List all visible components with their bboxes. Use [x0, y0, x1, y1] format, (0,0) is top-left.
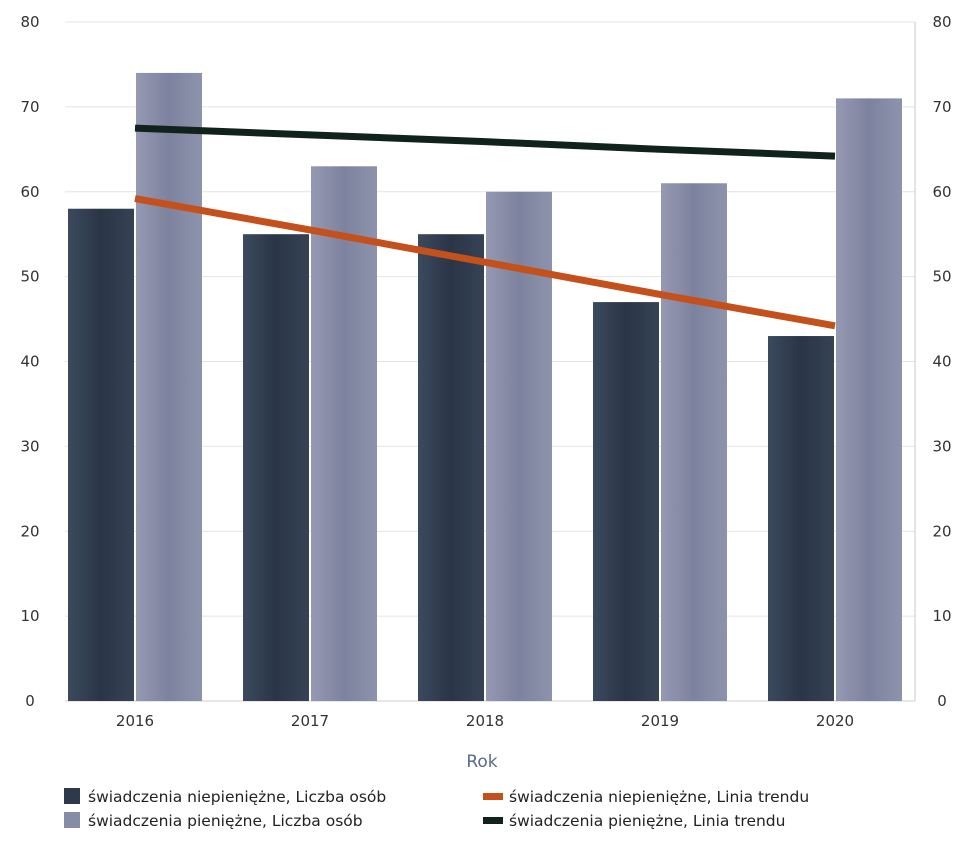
- bar-niepieniezne-2018: [418, 234, 484, 701]
- bar-pieniezne-2016: [136, 72, 202, 702]
- legend-item: świadczenia niepieniężne, Liczba osób: [64, 788, 386, 806]
- legend: świadczenia niepieniężne, Liczba osób świ…: [64, 788, 809, 830]
- bar-niepieniezne-2019: [593, 302, 659, 701]
- legend-label: świadczenia niepieniężne, Linia trendu: [509, 788, 809, 806]
- bar-pieniezne-2020: [836, 98, 902, 701]
- y-tick-label-left: 80: [20, 13, 39, 31]
- legend-swatch: [483, 817, 503, 824]
- legend-swatch: [483, 793, 503, 800]
- y-tick-label-right: 0: [937, 692, 947, 710]
- y-tick-label-left: 30: [20, 437, 39, 455]
- bar-niepieniezne-2016: [68, 208, 134, 701]
- y-tick-label-left: 20: [20, 522, 39, 540]
- y-tick-label-right: 40: [932, 353, 951, 371]
- legend-swatch: [64, 788, 80, 804]
- bar-niepieniezne-2020: [768, 336, 834, 701]
- legend-item: świadczenia pieniężne, Liczba osób: [64, 812, 363, 830]
- y-tick-label-left: 70: [20, 98, 39, 116]
- y-tick-label-right: 80: [932, 13, 951, 31]
- legend-swatch: [64, 812, 80, 828]
- legend-label: świadczenia pieniężne, Linia trendu: [509, 812, 785, 830]
- x-tick-label-2018: 2018: [466, 712, 504, 730]
- x-tick-label-2017: 2017: [291, 712, 329, 730]
- bar-pieniezne-2017: [311, 166, 377, 702]
- y-tick-label-left: 10: [20, 607, 39, 625]
- y-tick-label-left: 60: [20, 183, 39, 201]
- trend-lines: [134, 124, 836, 330]
- x-tick-label-2020: 2020: [816, 712, 854, 730]
- x-axis: 2016 2017 2018 2019 2020: [116, 712, 854, 730]
- x-tick-label-2019: 2019: [641, 712, 679, 730]
- y-axis-right: 0 10 20 30 40 50 60 70 80: [932, 13, 951, 710]
- x-axis-label: Rok: [466, 752, 497, 772]
- legend-label: świadczenia pieniężne, Liczba osób: [88, 812, 363, 830]
- bars: [68, 72, 902, 702]
- bar-pieniezne-2019: [661, 183, 727, 701]
- y-tick-label-right: 60: [932, 183, 951, 201]
- legend-item: świadczenia pieniężne, Linia trendu: [483, 812, 785, 830]
- y-axis-left: 0 10 20 30 40 50 60 70 80: [20, 13, 39, 710]
- y-tick-label-left: 0: [25, 692, 35, 710]
- y-tick-label-right: 30: [932, 437, 951, 455]
- x-tick-label-2016: 2016: [116, 712, 154, 730]
- bar-pieniezne-2018: [486, 191, 552, 701]
- bar-niepieniezne-2017: [243, 234, 309, 701]
- y-tick-label-right: 10: [932, 607, 951, 625]
- trend-line-niepieniezne: [134, 195, 836, 330]
- y-tick-label-right: 70: [932, 98, 951, 116]
- y-tick-label-right: 50: [932, 268, 951, 286]
- y-tick-label-right: 20: [932, 522, 951, 540]
- legend-item: świadczenia niepieniężne, Linia trendu: [483, 788, 809, 806]
- legend-label: świadczenia niepieniężne, Liczba osób: [88, 788, 386, 806]
- y-tick-label-left: 50: [20, 268, 39, 286]
- trend-line-pieniezne: [134, 124, 836, 160]
- y-tick-label-left: 40: [20, 353, 39, 371]
